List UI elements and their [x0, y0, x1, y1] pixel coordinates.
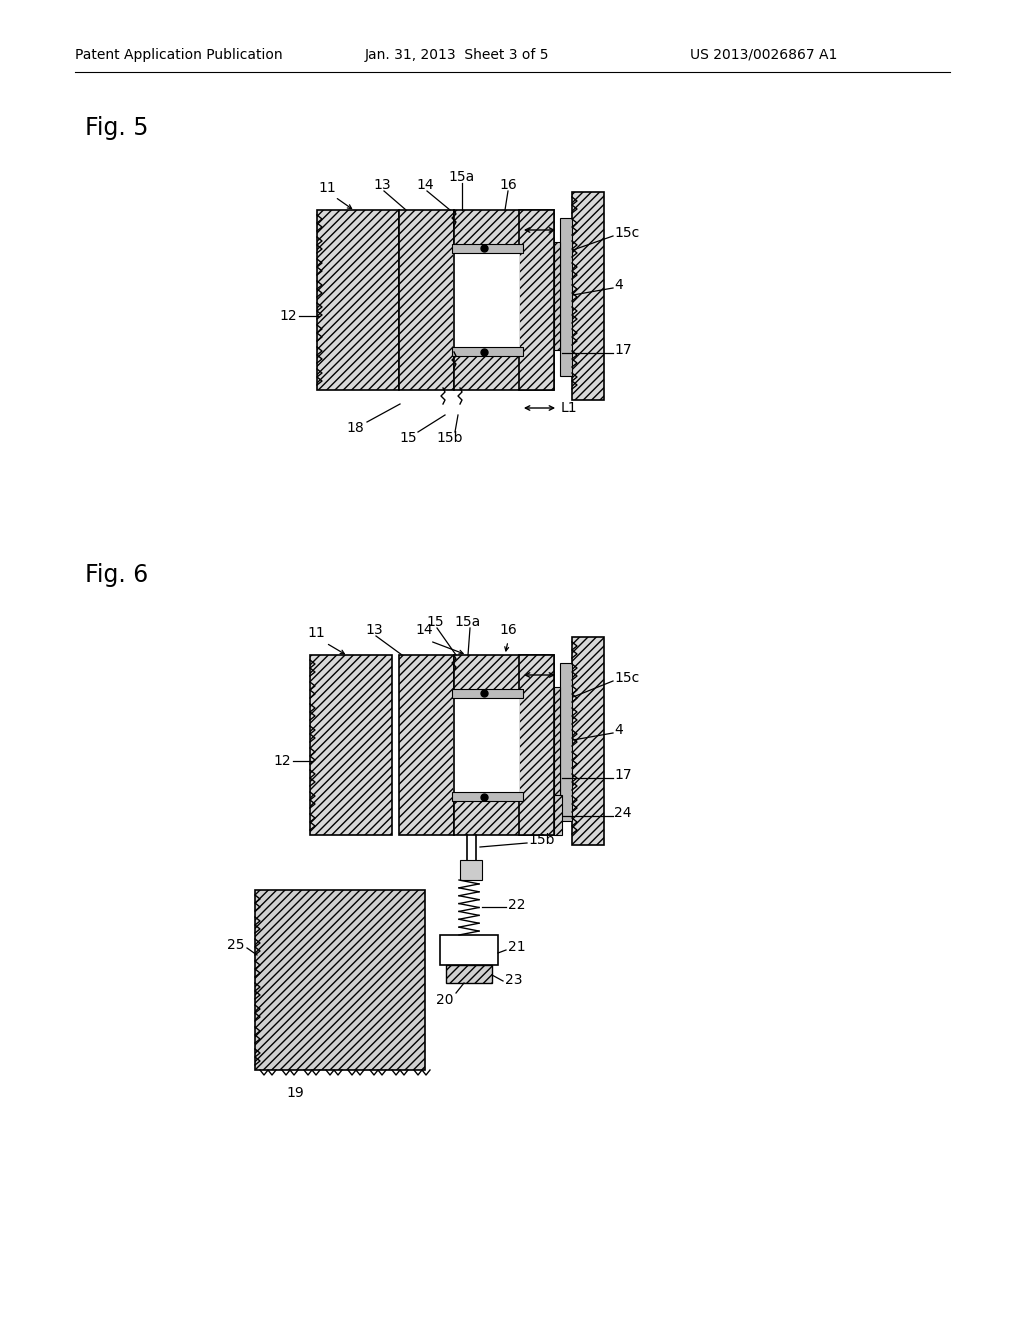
Bar	[399, 655, 454, 836]
Bar	[554, 795, 562, 836]
Bar	[572, 638, 604, 845]
Text: Jan. 31, 2013  Sheet 3 of 5: Jan. 31, 2013 Sheet 3 of 5	[365, 48, 550, 62]
Bar	[454, 693, 519, 797]
Text: L1: L1	[561, 401, 578, 414]
Text: 16: 16	[499, 623, 517, 638]
Text: 21: 21	[508, 940, 525, 954]
Bar	[440, 935, 498, 965]
Text: US 2013/0026867 A1: US 2013/0026867 A1	[690, 48, 838, 62]
Text: 22: 22	[508, 898, 525, 912]
Bar	[454, 797, 554, 836]
Bar	[446, 965, 492, 983]
Text: 13: 13	[366, 623, 383, 638]
Text: 15: 15	[426, 615, 443, 630]
Text: 16: 16	[499, 178, 517, 191]
Text: 15b: 15b	[528, 833, 555, 847]
Bar	[554, 242, 560, 350]
Text: 17: 17	[614, 343, 632, 356]
Bar	[454, 210, 554, 248]
Bar	[460, 861, 482, 880]
Text: Fig. 6: Fig. 6	[85, 564, 148, 587]
Bar	[572, 191, 604, 400]
Text: 11: 11	[307, 626, 325, 640]
Text: 15c: 15c	[614, 226, 639, 240]
Bar	[560, 663, 572, 821]
Text: 15b: 15b	[437, 432, 463, 445]
Bar	[399, 210, 454, 389]
Text: 13: 13	[373, 178, 391, 191]
Bar	[519, 210, 554, 389]
Bar	[454, 352, 554, 389]
Text: Fig. 5: Fig. 5	[85, 116, 148, 140]
Bar	[454, 655, 554, 693]
Text: 12: 12	[280, 309, 297, 323]
Bar	[454, 248, 519, 352]
Text: 14: 14	[415, 623, 433, 638]
Bar	[554, 686, 560, 795]
Text: 20: 20	[436, 993, 454, 1007]
Text: 14: 14	[416, 178, 434, 191]
Bar	[452, 689, 523, 698]
Text: 25: 25	[227, 939, 245, 952]
Text: 11: 11	[318, 181, 336, 195]
Bar	[519, 655, 554, 836]
Text: 24: 24	[614, 807, 632, 820]
Bar	[452, 347, 523, 356]
Text: 4: 4	[614, 279, 623, 292]
Text: Patent Application Publication: Patent Application Publication	[75, 48, 283, 62]
Text: 23: 23	[505, 973, 522, 987]
Text: 15: 15	[399, 432, 417, 445]
Bar	[452, 792, 523, 801]
Bar	[310, 655, 392, 836]
Bar	[560, 218, 572, 376]
Text: 17: 17	[614, 768, 632, 781]
Bar	[255, 890, 425, 1071]
Text: 19: 19	[286, 1086, 304, 1100]
Text: 12: 12	[273, 754, 291, 768]
Text: 4: 4	[614, 723, 623, 737]
Text: 15a: 15a	[449, 170, 475, 183]
Bar	[452, 244, 523, 253]
Text: 15c: 15c	[614, 671, 639, 685]
Text: 15a: 15a	[455, 615, 481, 630]
Bar	[317, 210, 399, 389]
Text: 18: 18	[346, 421, 364, 436]
